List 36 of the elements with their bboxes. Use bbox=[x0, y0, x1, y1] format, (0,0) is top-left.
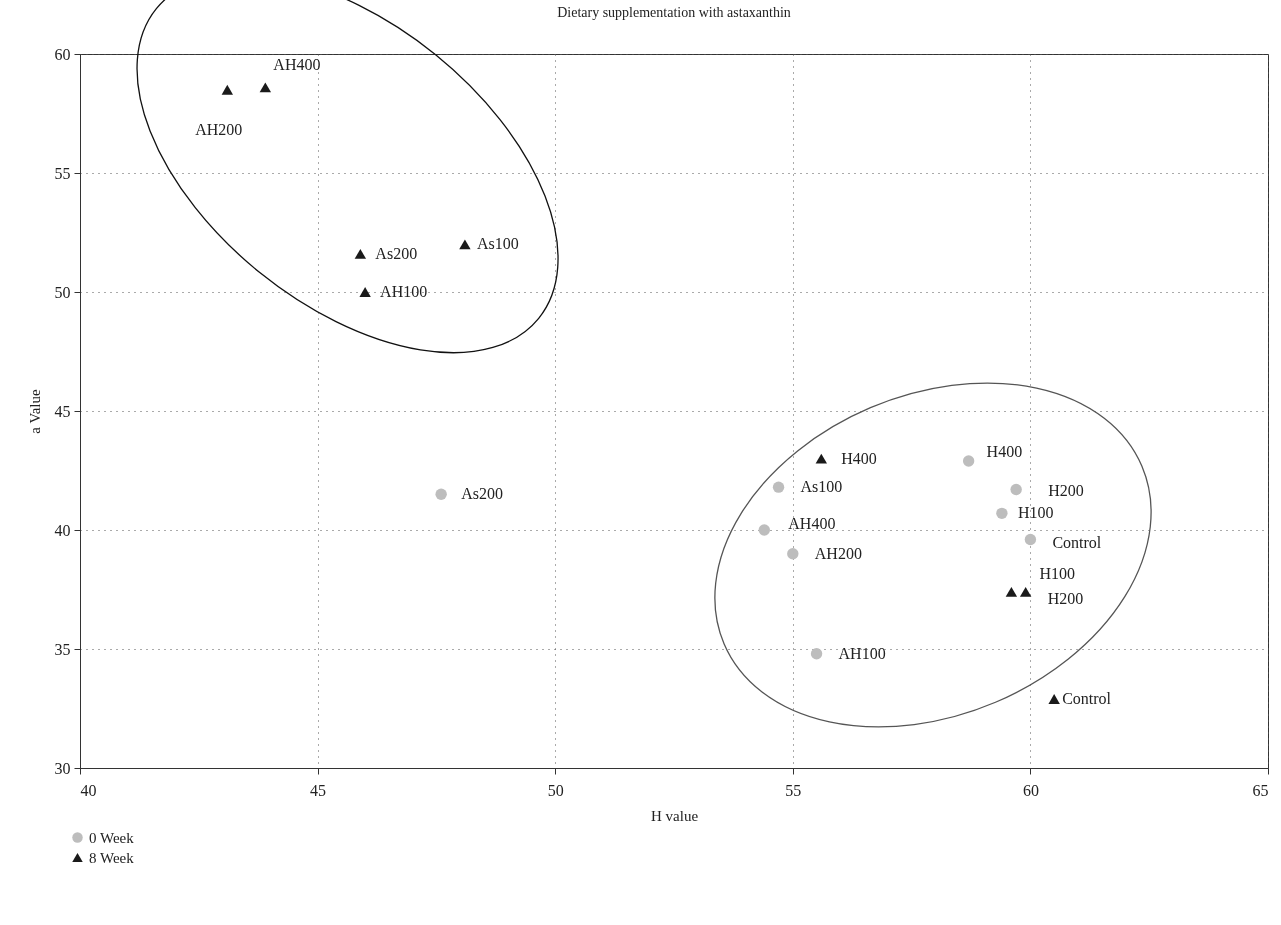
annotation: As100 bbox=[800, 478, 843, 496]
annotation: AH200 bbox=[814, 544, 862, 562]
x-axis-title: H value bbox=[650, 807, 699, 824]
annotation: As200 bbox=[375, 244, 418, 262]
annotation: As100 bbox=[476, 235, 519, 253]
legend-label: 0 Week bbox=[89, 829, 135, 846]
annotation: AH100 bbox=[380, 283, 428, 300]
annotation: Control bbox=[1062, 689, 1112, 707]
y-axis-title: a Value bbox=[26, 389, 43, 434]
annotation: As200 bbox=[461, 485, 503, 503]
x-tick-label: 45 bbox=[310, 781, 327, 799]
y-tick-label: 45 bbox=[54, 402, 71, 420]
y-tick-label: 60 bbox=[54, 45, 71, 63]
x-tick-label: 60 bbox=[1022, 781, 1039, 799]
annotation: AH200 bbox=[195, 120, 243, 138]
y-tick-label: 35 bbox=[54, 640, 71, 658]
annotation: AH400 bbox=[788, 515, 836, 532]
x-tick-label: 40 bbox=[80, 781, 97, 799]
annotation: H200 bbox=[1047, 589, 1084, 607]
annotation: H100 bbox=[1017, 504, 1054, 522]
annotation: H200 bbox=[1048, 481, 1084, 499]
x-tick-label: 55 bbox=[785, 781, 802, 799]
annotation: H400 bbox=[841, 449, 877, 467]
annotation: H100 bbox=[1039, 564, 1075, 582]
y-tick-label: 40 bbox=[54, 521, 71, 539]
annotation: Control bbox=[1052, 533, 1102, 551]
y-tick-label: 30 bbox=[54, 759, 71, 777]
x-tick-label: 65 bbox=[1252, 781, 1269, 799]
legend-label: 8 Week bbox=[89, 849, 135, 866]
chart-title: Dietary supplementation with astaxanthin bbox=[557, 5, 791, 20]
annotation: H400 bbox=[986, 442, 1023, 460]
y-tick-label: 50 bbox=[54, 283, 71, 301]
y-tick-label: 55 bbox=[54, 164, 71, 182]
annotation: AH400 bbox=[273, 56, 321, 74]
x-tick-label: 50 bbox=[547, 781, 564, 799]
annotation: AH100 bbox=[838, 644, 886, 662]
